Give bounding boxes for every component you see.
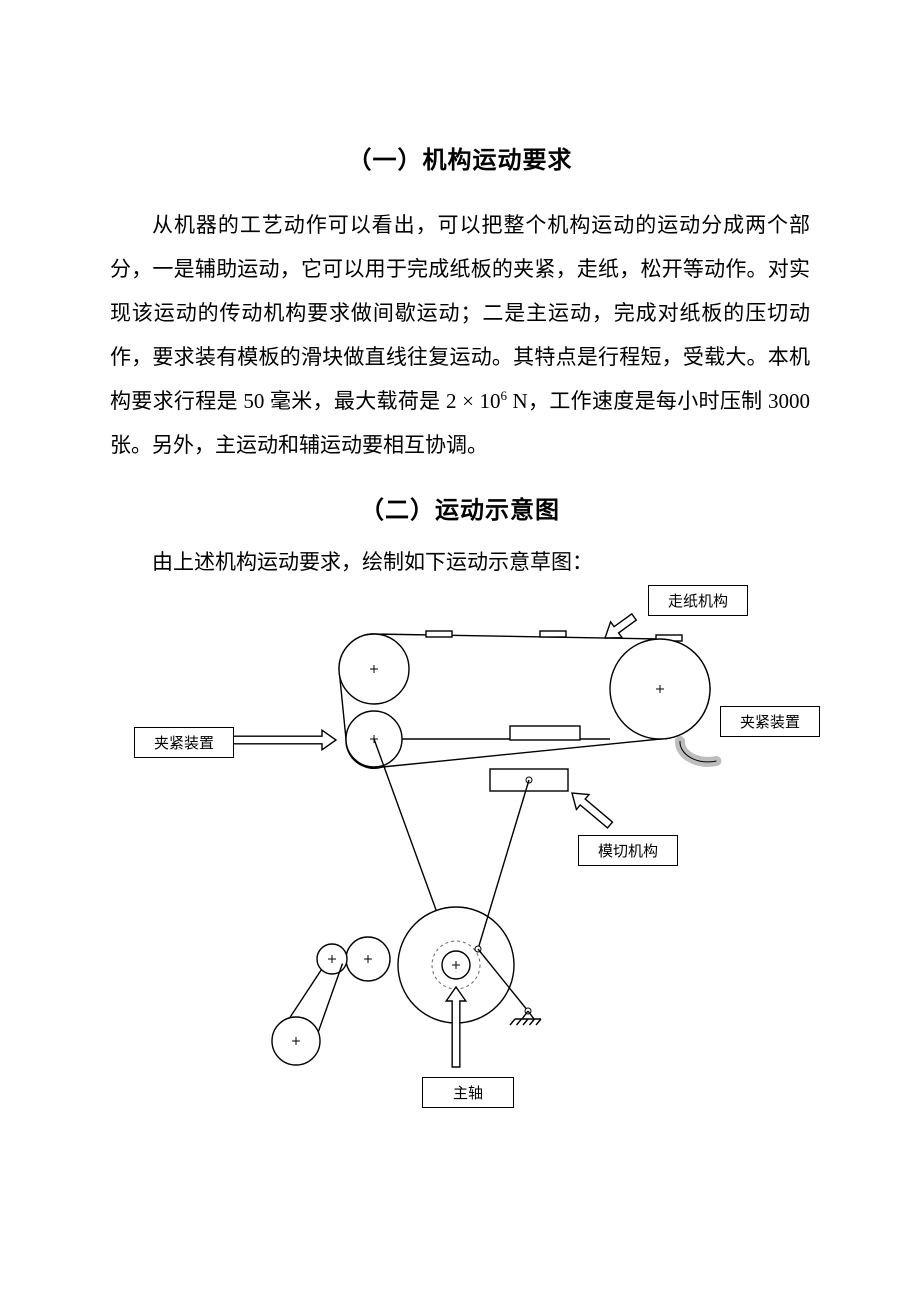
label-main-shaft: 主轴 (422, 1077, 514, 1108)
formula-tail: N， (507, 389, 549, 413)
section-1-paragraph: 从机器的工艺动作可以看出，可以把整个机构运动的运动分成两个部分，一是辅助运动，它… (110, 203, 810, 468)
label-paper-feed: 走纸机构 (648, 585, 748, 616)
diagram-container: 走纸机构 夹紧装置 夹紧装置 模切机构 主轴 (110, 589, 810, 1149)
section-1-heading: （一）机构运动要求 (110, 140, 810, 175)
label-clamp-left: 夹紧装置 (134, 727, 234, 758)
para-part-1: 从机器的工艺动作可以看出，可以把整个机构运动的运动分成两个部分，一是辅助运动，它… (110, 213, 810, 413)
diagram-svg (110, 589, 810, 1149)
label-clamp-right: 夹紧装置 (720, 706, 820, 737)
formula-base: 2 × 10 (446, 389, 500, 413)
label-die-cut: 模切机构 (578, 835, 678, 866)
section-2-heading: （二）运动示意图 (110, 490, 810, 525)
section-2-intro: 由上述机构运动要求，绘制如下运动示意草图： (110, 541, 810, 583)
document-page: （一）机构运动要求 从机器的工艺动作可以看出，可以把整个机构运动的运动分成两个部… (0, 0, 920, 1302)
